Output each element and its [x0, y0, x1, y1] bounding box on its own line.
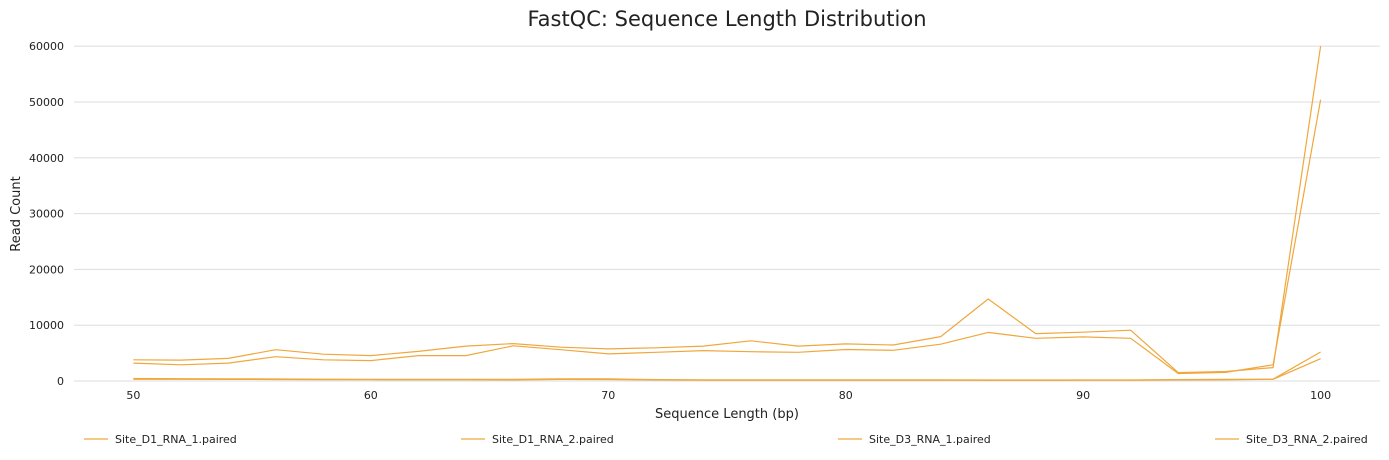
y-axis-label: Read Count [9, 176, 24, 251]
x-tick-label: 90 [1076, 389, 1090, 402]
y-tick-label: 40000 [29, 152, 64, 165]
legend-entry: Site_D1_RNA_2.paired [492, 433, 614, 446]
series-line [133, 99, 1322, 375]
grid [74, 45, 1380, 382]
x-tick-label: 70 [601, 389, 615, 402]
x-tick-label: 60 [364, 389, 378, 402]
y-tick-label: 10000 [29, 319, 64, 332]
y-tick-label: 60000 [29, 40, 64, 53]
series-line [133, 351, 1321, 381]
series-line [133, 46, 1322, 374]
x-tick-labels: 50 60 70 80 90 100 [126, 389, 1331, 402]
series-lines [133, 46, 1322, 381]
x-tick-label: 50 [126, 389, 140, 402]
x-tick-label: 80 [839, 389, 853, 402]
x-axis-label: Sequence Length (bp) [655, 407, 799, 422]
y-tick-label: 20000 [29, 263, 64, 276]
y-tick-labels: 0 10000 20000 30000 40000 50000 60000 [29, 40, 64, 388]
series-line [133, 358, 1321, 381]
legend-entry: Site_D3_RNA_2.paired [1246, 433, 1368, 446]
y-tick-label: 0 [57, 375, 64, 388]
legend-entry: Site_D3_RNA_1.paired [869, 433, 991, 446]
legend: Site_D1_RNA_1.paired Site_D1_RNA_2.paired… [84, 433, 1368, 446]
chart-title: FastQC: Sequence Length Distribution [527, 7, 926, 31]
x-tick-label: 100 [1310, 389, 1331, 402]
legend-entry: Site_D1_RNA_1.paired [115, 433, 237, 446]
y-tick-label: 50000 [29, 96, 64, 109]
y-tick-label: 30000 [29, 208, 64, 221]
